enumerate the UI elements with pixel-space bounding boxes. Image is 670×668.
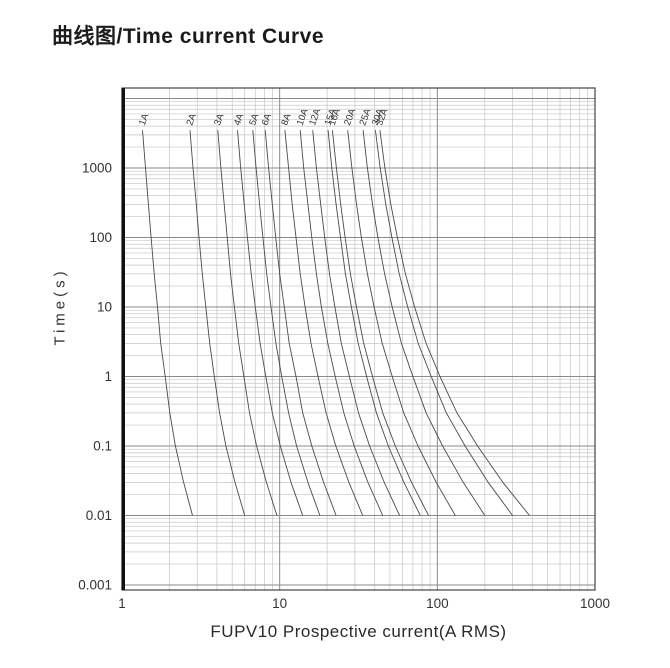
curve-3A <box>217 130 278 516</box>
y-tick-100: 100 <box>89 230 112 245</box>
curve-label-12A: 12A <box>307 107 323 127</box>
curve-label-4A: 4A <box>232 112 247 127</box>
curve-label-2A: 2A <box>184 112 199 127</box>
chart-title: 曲线图/Time current Curve <box>52 25 325 48</box>
curve-10A <box>299 130 384 516</box>
curve-16A <box>331 130 430 516</box>
plot-frame <box>121 87 596 591</box>
y-tick-0.001: 0.001 <box>78 578 112 593</box>
x-tick-100: 100 <box>426 596 449 611</box>
x-tick-labels: 1 10 100 1000 <box>118 596 610 611</box>
curve-4A <box>237 130 304 516</box>
fuse-curves <box>142 130 530 516</box>
y-tick-10: 10 <box>97 300 112 315</box>
curve-1A <box>142 130 193 516</box>
x-tick-1: 1 <box>118 596 126 611</box>
curve-label-3A: 3A <box>212 112 227 127</box>
curve-2A <box>189 130 246 516</box>
curve-32A <box>379 130 530 516</box>
y-axis-bar <box>121 88 125 590</box>
y-tick-0.01: 0.01 <box>86 508 112 523</box>
curve-20A <box>347 130 456 516</box>
curve-25A <box>362 130 486 516</box>
curve-15A <box>327 130 421 516</box>
x-axis-title: FUPV10 Prospective current(A RMS) <box>210 622 507 641</box>
curve-30A <box>374 130 513 516</box>
y-tick-labels: 1000 100 10 1 0.1 0.01 0.001 <box>78 161 112 593</box>
curve-5A <box>252 130 321 516</box>
x-tick-1000: 1000 <box>580 596 610 611</box>
curve-6A <box>264 130 337 516</box>
curve-label-8A: 8A <box>279 112 294 127</box>
x-tick-10: 10 <box>272 596 287 611</box>
curve-8A <box>284 130 364 516</box>
curve-label-1A: 1A <box>137 112 152 127</box>
y-tick-1: 1 <box>104 369 112 384</box>
minor-gridlines <box>122 88 595 590</box>
curve-label-20A: 20A <box>342 107 358 127</box>
curve-12A <box>312 130 401 516</box>
y-tick-0.1: 0.1 <box>93 439 112 454</box>
curve-label-5A: 5A <box>247 112 262 127</box>
y-tick-1000: 1000 <box>82 161 112 176</box>
curve-label-6A: 6A <box>260 112 275 127</box>
